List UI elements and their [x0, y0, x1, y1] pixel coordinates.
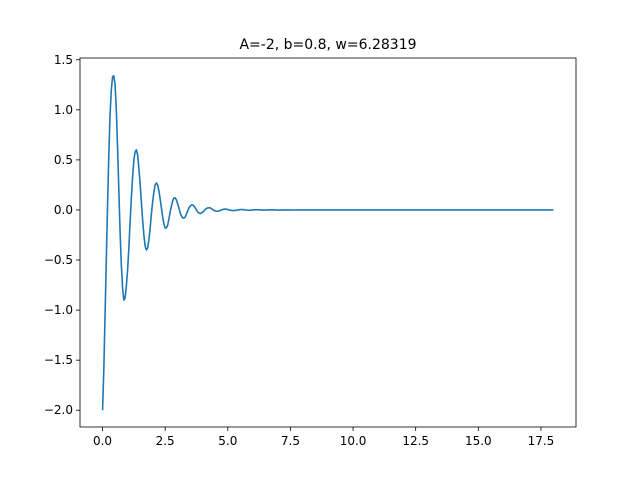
x-tick-label: 7.5: [281, 434, 300, 448]
y-tick-label: 0.5: [54, 153, 73, 167]
x-tick-label: 0.0: [93, 434, 112, 448]
chart-title: A=-2, b=0.8, w=6.28319: [239, 37, 416, 53]
series-line-0: [101, 74, 554, 411]
x-tick-label: 12.5: [402, 434, 429, 448]
x-tick-label: 15.0: [465, 434, 492, 448]
x-tick-label: 17.5: [528, 434, 555, 448]
x-tick-label: 5.0: [218, 434, 237, 448]
y-tick-label: 1.0: [54, 103, 73, 117]
axes-frame: [79, 57, 577, 428]
y-tick-label: −1.0: [44, 303, 73, 317]
x-tick-label: 10.0: [340, 434, 367, 448]
y-tick-label: −1.5: [44, 353, 73, 367]
y-tick-label: 1.5: [54, 53, 73, 67]
y-tick-label: 0.0: [54, 203, 73, 217]
x-tick-label: 2.5: [156, 434, 175, 448]
y-tick-label: −2.0: [44, 403, 73, 417]
y-tick-label: −0.5: [44, 253, 73, 267]
